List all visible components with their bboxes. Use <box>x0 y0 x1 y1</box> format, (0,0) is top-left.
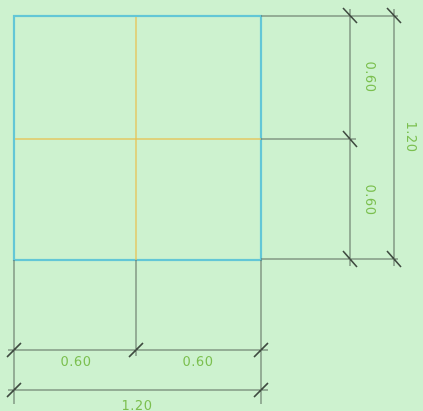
tick-mark <box>253 382 269 398</box>
tick-mark <box>6 342 22 358</box>
dimension-label-bottom-total: 1.20 <box>122 399 153 411</box>
tick-mark <box>253 342 269 358</box>
tick-mark <box>386 7 402 24</box>
dimension-label-bottom-right: 0.60 <box>183 355 214 370</box>
tick-mark <box>342 130 358 148</box>
tick-mark <box>128 342 144 358</box>
tick-mark <box>342 250 358 268</box>
tick-mark <box>6 382 22 398</box>
tick-mark <box>386 250 402 268</box>
dimension-label-right-total: 1.20 <box>403 122 418 153</box>
dimension-label-right-lower: 0.60 <box>362 185 377 216</box>
tick-mark <box>342 7 358 24</box>
square-outline <box>12 14 263 262</box>
dimension-label-bottom-left: 0.60 <box>61 355 92 370</box>
dimension-label-right-upper: 0.60 <box>362 62 377 93</box>
